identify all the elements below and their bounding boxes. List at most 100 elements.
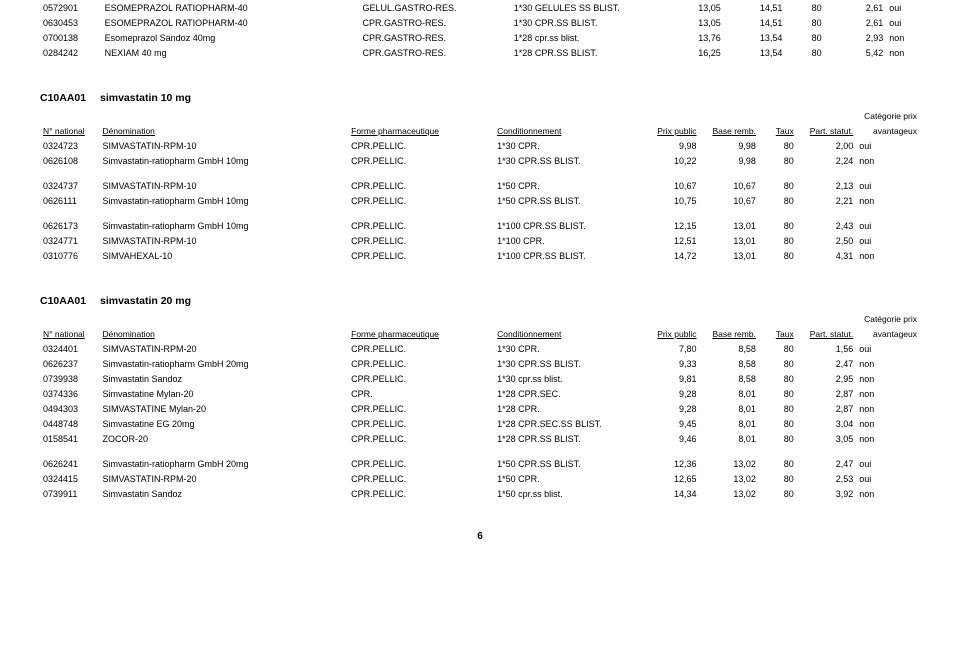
cell-prix-public: 16,25	[662, 45, 724, 60]
cell-national: 0494303	[40, 401, 99, 416]
category-label-1: Catégorie prix	[856, 311, 920, 326]
cell-conditionnement: 1*100 CPR.	[494, 233, 640, 248]
cell-base-remb: 8,01	[699, 401, 758, 416]
cell-conditionnement: 1*30 CPR.SS BLIST.	[511, 15, 662, 30]
cell-part-statut: 2,93	[825, 30, 887, 45]
cell-conditionnement: 1*28 CPR.	[494, 401, 640, 416]
col-taux: Taux	[759, 326, 797, 341]
cell-base-remb: 8,58	[699, 341, 758, 356]
cell-base-remb: 13,54	[724, 45, 786, 60]
cell-taux: 80	[759, 178, 797, 193]
cell-part-statut: 2,87	[797, 386, 856, 401]
cell-form: CPR.	[348, 386, 494, 401]
cell-taux: 80	[785, 45, 824, 60]
cell-prix-public: 7,80	[640, 341, 699, 356]
cell-denomination: SIMVASTATIN-RPM-10	[99, 178, 348, 193]
cell-base-remb: 14,51	[724, 0, 786, 15]
cell-conditionnement: 1*50 CPR.SS BLIST.	[494, 456, 640, 471]
cell-denomination: Simvastatine EG 20mg	[99, 416, 348, 431]
cell-avantageux: oui	[856, 138, 920, 153]
page: 0572901ESOMEPRAZOL RATIOPHARM-40GELUL.GA…	[0, 0, 960, 562]
cell-form: CPR.PELLIC.	[348, 233, 494, 248]
cell-prix-public: 12,51	[640, 233, 699, 248]
cell-national: 0630453	[40, 15, 102, 30]
cell-denomination: Simvastatin-ratiopharm GmbH 20mg	[99, 356, 348, 371]
table-row: 0494303SIMVASTATINE Mylan-20CPR.PELLIC.1…	[40, 401, 920, 416]
table-row: 0739911Simvastatin SandozCPR.PELLIC.1*50…	[40, 486, 920, 501]
cell-national: 0700138	[40, 30, 102, 45]
cell-avantageux: oui	[886, 15, 920, 30]
cell-denomination: SIMVASTATIN-RPM-20	[99, 471, 348, 486]
cell-denomination: ESOMEPRAZOL RATIOPHARM-40	[102, 0, 360, 15]
cell-base-remb: 10,67	[699, 178, 758, 193]
cell-base-remb: 13,02	[699, 471, 758, 486]
cell-national: 0626111	[40, 193, 99, 208]
cell-part-statut: 2,13	[797, 178, 856, 193]
cell-prix-public: 12,15	[640, 218, 699, 233]
cell-denomination: NEXIAM 40 mg	[102, 45, 360, 60]
cell-taux: 80	[759, 386, 797, 401]
cell-avantageux: oui	[856, 233, 920, 248]
cell-denomination: Simvastatin-ratiopharm GmbH 20mg	[99, 456, 348, 471]
cell-denomination: Esomeprazol Sandoz 40mg	[102, 30, 360, 45]
cell-denomination: Simvastatin-ratiopharm GmbH 10mg	[99, 153, 348, 168]
cell-prix-public: 10,22	[640, 153, 699, 168]
table-row: 0626108Simvastatin-ratiopharm GmbH 10mgC…	[40, 153, 920, 168]
cell-denomination: Simvastatin Sandoz	[99, 486, 348, 501]
top-table: 0572901ESOMEPRAZOL RATIOPHARM-40GELUL.GA…	[40, 0, 920, 60]
cell-avantageux: non	[886, 45, 920, 60]
cell-prix-public: 9,28	[640, 386, 699, 401]
cell-part-statut: 5,42	[825, 45, 887, 60]
cell-avantageux: non	[886, 30, 920, 45]
cell-part-statut: 2,21	[797, 193, 856, 208]
cell-conditionnement: 1*28 CPR.SS BLIST.	[494, 431, 640, 446]
table-row: 0572901ESOMEPRAZOL RATIOPHARM-40GELUL.GA…	[40, 0, 920, 15]
cell-prix-public: 9,45	[640, 416, 699, 431]
cell-conditionnement: 1*28 CPR.SEC.SS BLIST.	[494, 416, 640, 431]
cell-national: 0626237	[40, 356, 99, 371]
cell-part-statut: 3,04	[797, 416, 856, 431]
col-denomination: Dénomination	[99, 123, 348, 138]
cell-avantageux: non	[856, 356, 920, 371]
cell-denomination: Simvastatin-ratiopharm GmbH 10mg	[99, 218, 348, 233]
section-header: C10AA01simvastatin 10 mg	[40, 88, 920, 106]
cell-base-remb: 10,67	[699, 193, 758, 208]
cell-conditionnement: 1*50 CPR.SS BLIST.	[494, 193, 640, 208]
cell-part-statut: 2,47	[797, 356, 856, 371]
cell-form: CPR.PELLIC.	[348, 371, 494, 386]
column-header-row: N° nationalDénominationForme pharmaceuti…	[40, 123, 920, 138]
cell-form: GELUL.GASTRO-RES.	[359, 0, 510, 15]
cell-taux: 80	[785, 0, 824, 15]
cell-taux: 80	[759, 486, 797, 501]
cell-national: 0739938	[40, 371, 99, 386]
cell-taux: 80	[785, 30, 824, 45]
table-row: 0310776SIMVAHEXAL-10CPR.PELLIC.1*100 CPR…	[40, 248, 920, 263]
table-row: 0284242NEXIAM 40 mgCPR.GASTRO-RES.1*28 C…	[40, 45, 920, 60]
cell-national: 0324737	[40, 178, 99, 193]
cell-form: CPR.PELLIC.	[348, 178, 494, 193]
cell-part-statut: 2,47	[797, 456, 856, 471]
cell-taux: 80	[759, 218, 797, 233]
cell-base-remb: 9,98	[699, 153, 758, 168]
page-number: 6	[40, 531, 920, 542]
cell-form: CPR.PELLIC.	[348, 401, 494, 416]
cell-conditionnement: 1*28 CPR.SS BLIST.	[511, 45, 662, 60]
cell-base-remb: 13,01	[699, 218, 758, 233]
category-label-row: Catégorie prix	[40, 311, 920, 326]
cell-denomination: Simvastatin Sandoz	[99, 371, 348, 386]
cell-denomination: ZOCOR-20	[99, 431, 348, 446]
cell-avantageux: non	[856, 431, 920, 446]
cell-part-statut: 2,95	[797, 371, 856, 386]
cell-base-remb: 13,02	[699, 486, 758, 501]
cell-prix-public: 13,05	[662, 15, 724, 30]
cell-part-statut: 2,61	[825, 0, 887, 15]
cell-taux: 80	[785, 15, 824, 30]
table-row: 0626241Simvastatin-ratiopharm GmbH 20mgC…	[40, 456, 920, 471]
cell-form: CPR.PELLIC.	[348, 486, 494, 501]
col-part-statut: Part. statut.	[797, 326, 856, 341]
cell-avantageux: oui	[856, 456, 920, 471]
cell-conditionnement: 1*30 cpr.ss blist.	[494, 371, 640, 386]
cell-taux: 80	[759, 248, 797, 263]
table-row: 0158541ZOCOR-20CPR.PELLIC.1*28 CPR.SS BL…	[40, 431, 920, 446]
cell-taux: 80	[759, 471, 797, 486]
